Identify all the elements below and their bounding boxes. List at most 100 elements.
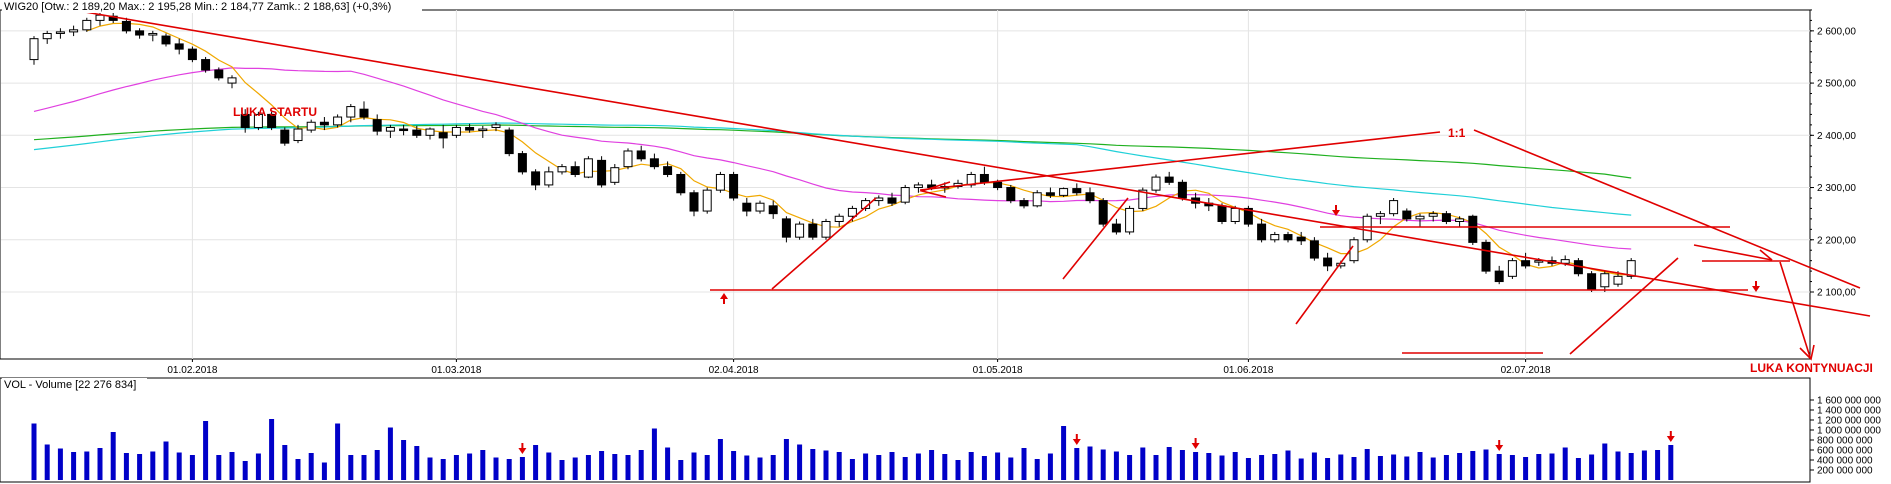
- volume-bar: [1311, 452, 1317, 480]
- candle-body: [610, 167, 620, 183]
- candle-body: [465, 126, 475, 131]
- candle-body: [623, 150, 633, 168]
- candle: [610, 164, 620, 185]
- volume-bar: [1470, 451, 1476, 480]
- candle-body: [1059, 188, 1069, 196]
- candle: [1045, 187, 1055, 198]
- volume-bar: [1047, 453, 1053, 480]
- volume-bar: [678, 460, 684, 480]
- volume-bar: [955, 460, 961, 480]
- volume-bar: [480, 450, 486, 480]
- volume-bar: [269, 419, 275, 480]
- candle-body: [55, 31, 65, 34]
- candle: [729, 171, 739, 201]
- price-x-tick-label: 02.04.2018: [709, 365, 759, 376]
- candle-body: [478, 128, 488, 132]
- candle: [214, 67, 224, 81]
- volume-y-tick-label: 1 400 000 000: [1817, 406, 1881, 417]
- volume-bar: [493, 457, 499, 480]
- candle-body: [1587, 273, 1597, 290]
- candle-body: [1626, 260, 1636, 277]
- candle-body: [993, 181, 1003, 189]
- price-header-bg: [2, 0, 422, 13]
- candle-body: [544, 171, 554, 186]
- candle-body: [346, 106, 356, 118]
- candle-body: [1019, 200, 1029, 207]
- volume-bar: [1325, 458, 1331, 480]
- volume-bar: [1443, 455, 1449, 480]
- volume-bar: [889, 452, 895, 480]
- candle: [570, 161, 580, 178]
- volume-bar: [242, 461, 248, 480]
- volume-bar: [321, 462, 327, 480]
- volume-arrow-down: [1072, 434, 1081, 445]
- volume-bar: [1404, 456, 1410, 480]
- candle: [161, 33, 171, 47]
- candle-body: [1349, 239, 1359, 262]
- volume-bar: [335, 423, 341, 480]
- volume-bar: [1457, 453, 1463, 480]
- volume-bar: [1602, 443, 1608, 480]
- volume-bar: [612, 454, 618, 480]
- candle-body: [1032, 192, 1042, 207]
- volume-bar: [1074, 448, 1080, 480]
- volume-bar: [57, 448, 63, 480]
- candle-body: [253, 113, 263, 128]
- volume-bar: [229, 452, 235, 480]
- rise-line-3: [1295, 245, 1354, 325]
- volume-bar: [1193, 452, 1199, 480]
- annotation-luka-startu: LUKA STARTU: [233, 105, 317, 119]
- candle-body: [1243, 207, 1253, 225]
- candle: [465, 123, 475, 133]
- price-y-tick-label: 2 400,00: [1817, 131, 1856, 142]
- volume-bar: [533, 445, 539, 480]
- volume-bar: [665, 447, 671, 480]
- volume-bar: [282, 445, 288, 480]
- volume-header: VOL - Volume [22 276 834]: [4, 379, 136, 391]
- candle: [1059, 187, 1069, 197]
- candle-body: [1283, 234, 1293, 241]
- volume-y-tick-label: 1 200 000 000: [1817, 416, 1881, 427]
- volume-y-tick-label: 200 000 000: [1817, 466, 1873, 477]
- ratio-arrow-line-left: [919, 131, 1441, 191]
- candle-body: [425, 128, 435, 136]
- candle-body: [808, 223, 818, 238]
- candle: [715, 171, 725, 193]
- candle-body: [491, 124, 501, 128]
- price-x-tick-label: 02.07.2018: [1501, 365, 1551, 376]
- candle-body: [504, 129, 514, 155]
- candle: [478, 125, 488, 138]
- candle: [148, 30, 158, 42]
- volume-bar: [519, 457, 525, 480]
- candle-body: [1507, 260, 1517, 277]
- volume-bar: [717, 439, 723, 480]
- candle-body: [412, 129, 422, 136]
- candle-body: [1296, 236, 1306, 242]
- volume-bar: [783, 439, 789, 480]
- candle-body: [95, 14, 105, 21]
- candle-body: [1402, 210, 1412, 220]
- annotations: LUKA STARTU 1:1 LUKA KONTYNUACJI: [233, 105, 1873, 375]
- candle: [623, 148, 633, 170]
- candle-body: [359, 108, 369, 118]
- candle-body: [201, 59, 211, 71]
- volume-bar: [1166, 447, 1172, 480]
- candle: [1283, 231, 1293, 243]
- candle-body: [1217, 205, 1227, 222]
- price-x-axis: 01.02.2018 01.03.2018 02.04.2018 01.05.2018…: [167, 359, 1551, 376]
- candle-body: [715, 173, 725, 191]
- candle: [293, 124, 303, 144]
- candle-body: [1098, 200, 1108, 225]
- volume-bars: [31, 419, 1674, 480]
- volume-bar: [1285, 450, 1291, 480]
- volume-bar: [651, 428, 657, 480]
- candle: [135, 28, 145, 39]
- candle-body: [1309, 240, 1319, 259]
- volume-header-bg: [2, 378, 147, 391]
- candle: [201, 56, 211, 73]
- candle: [174, 38, 184, 55]
- volume-bar: [203, 421, 209, 480]
- candle-body: [451, 126, 461, 136]
- volume-bar: [585, 455, 591, 480]
